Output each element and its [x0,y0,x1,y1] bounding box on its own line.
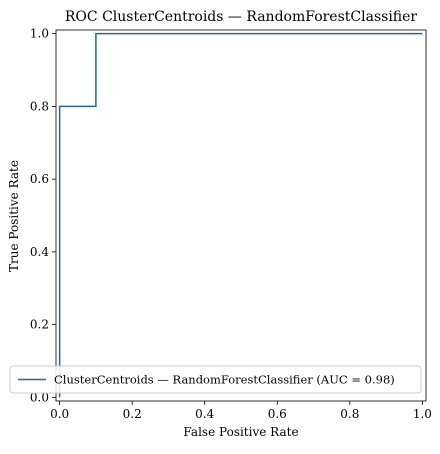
y-tick-label: 0.8 [30,99,49,113]
y-tick-label: 0.4 [30,245,49,259]
x-tick-label: 0.8 [340,407,359,421]
x-tick-label: 0.2 [123,407,142,421]
y-axis-label: True Positive Rate [7,160,21,272]
plot-frame [55,29,427,402]
y-tick-label: 0.2 [30,318,49,332]
x-tick-label: 1.0 [413,407,432,421]
chart-title: ROC ClusterCentroids — RandomForestClass… [65,9,418,25]
legend-box [9,365,422,394]
y-tick-label: 0.6 [30,172,49,186]
x-tick-label: 0.4 [195,407,214,421]
x-tick-label: 0.6 [268,407,287,421]
roc-curve-line-0 [58,32,423,398]
x-tick-label: 0.0 [50,407,69,421]
x-axis-label: False Positive Rate [183,425,298,439]
legend-label-0: ClusterCentroids — RandomForestClassifie… [54,373,395,387]
legend: ClusterCentroids — RandomForestClassifie… [9,365,422,394]
y-tick-label: 1.0 [30,27,49,41]
y-tick-label: 0.0 [30,390,49,404]
plot-area: 0.0 0.2 0.4 0.6 0.8 1.0 0.0 0.2 0.4 0.6 0.8 1.0 [30,27,432,421]
